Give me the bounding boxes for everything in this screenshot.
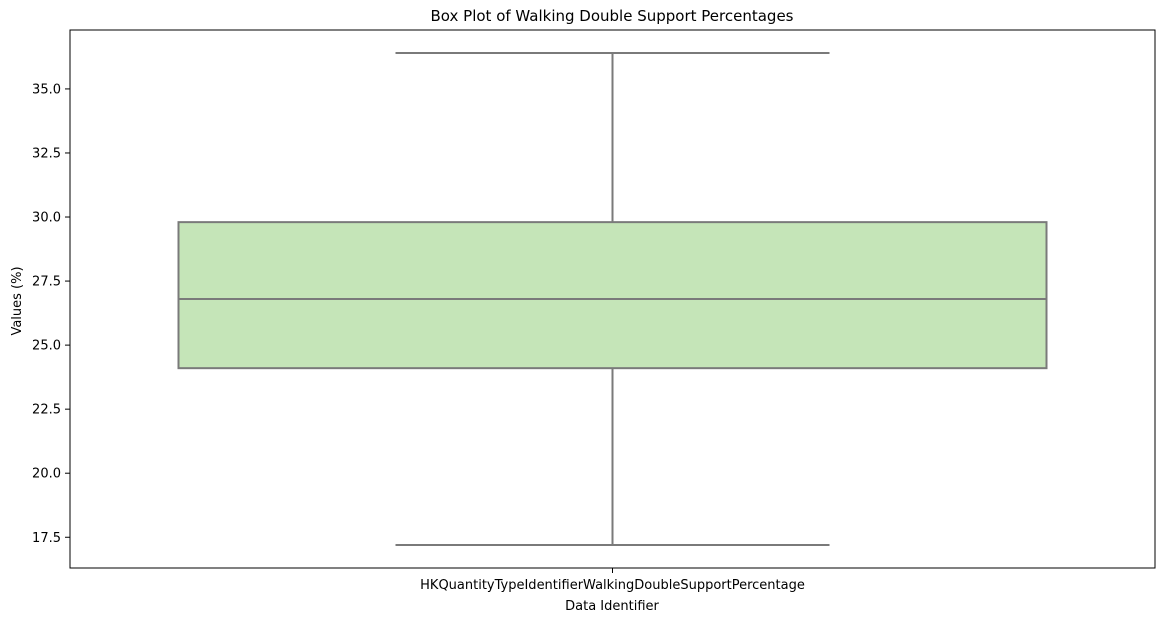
iqr-box — [177, 221, 1048, 370]
x-tick-label: HKQuantityTypeIdentifierWalkingDoubleSup… — [420, 578, 805, 593]
y-axis-label: Values (%) — [10, 266, 25, 335]
y-tick-label: 20.0 — [32, 467, 61, 482]
y-tick-label: 17.5 — [32, 531, 61, 546]
chart-title: Box Plot of Walking Double Support Perce… — [431, 7, 794, 25]
y-tick-label: 27.5 — [32, 275, 61, 290]
axes-frame — [69, 29, 1156, 569]
plot-area: HKQuantityTypeIdentifierWalkingDoubleSup… — [32, 29, 1156, 593]
x-axis-label: Data Identifier — [565, 599, 659, 614]
y-tick-label: 35.0 — [32, 82, 61, 97]
y-tick-label: 22.5 — [32, 403, 61, 418]
y-tick-label: 30.0 — [32, 211, 61, 226]
y-tick-label: 32.5 — [32, 146, 61, 161]
y-tick-label: 25.0 — [32, 339, 61, 354]
